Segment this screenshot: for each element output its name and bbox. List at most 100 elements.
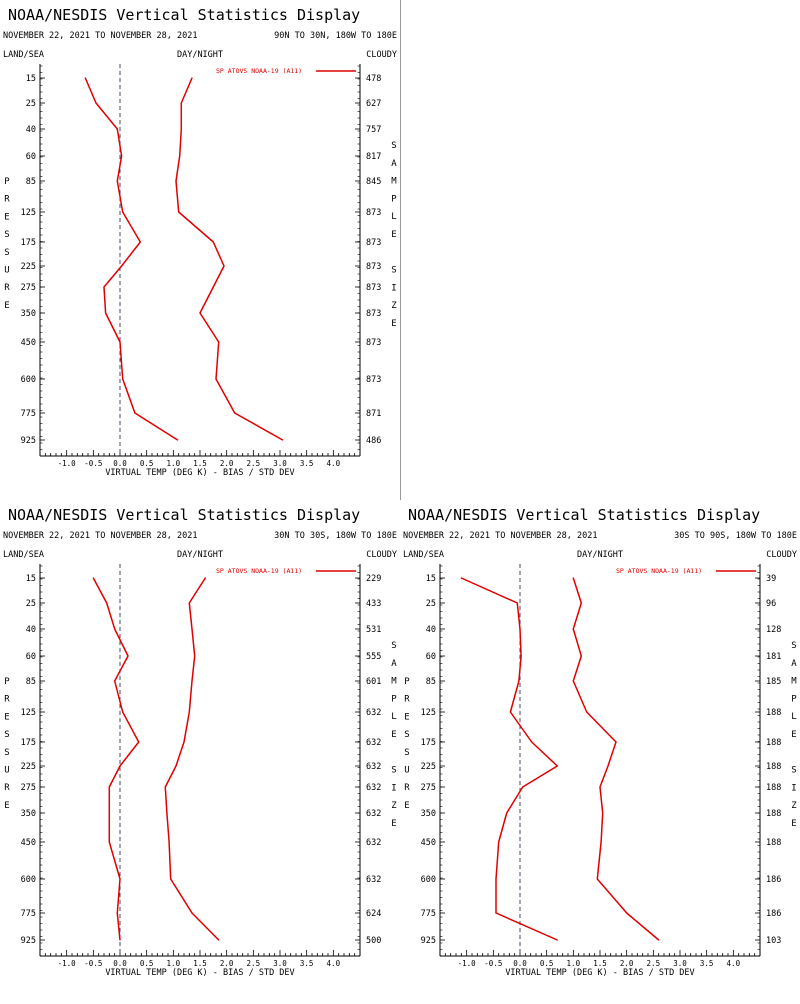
sample-size-label: 229	[366, 574, 381, 584]
y2-axis-label-letter: Z	[391, 301, 397, 311]
sample-size-label: 186	[766, 909, 781, 919]
pressure-tick-label: 275	[21, 283, 36, 293]
y2-axis-label-letter: E	[391, 819, 396, 829]
y-axis-label-letter: S	[4, 730, 9, 740]
x-tick-label: 0.5	[140, 459, 154, 468]
pressure-tick-label: 600	[21, 875, 36, 885]
std-dev-point	[188, 711, 190, 713]
std-dev-point	[191, 628, 193, 630]
x-tick-label: 3.0	[273, 459, 287, 468]
date-range: NOVEMBER 22, 2021 TO NOVEMBER 28, 2021	[3, 531, 197, 541]
y2-axis-label-letter: I	[391, 783, 396, 793]
pressure-tick-label: 350	[21, 309, 36, 319]
pressure-tick-label: 40	[26, 625, 36, 635]
std-dev-point	[191, 680, 193, 682]
y-axis-label-letter: E	[4, 712, 9, 722]
y2-axis-label-letter: S	[391, 641, 396, 651]
y2-axis-label-letter: P	[391, 194, 397, 204]
land-sea-label: LAND/SEA	[3, 50, 44, 60]
x-tick-label: 3.0	[673, 959, 687, 968]
std-dev-point	[218, 341, 220, 343]
y2-axis-label-letter: A	[791, 659, 797, 669]
y-axis-label-letter: P	[4, 677, 10, 687]
std-dev-point	[572, 628, 574, 630]
bias-point	[103, 286, 105, 288]
x-tick-label: 1.0	[167, 459, 181, 468]
std-dev-point	[175, 765, 177, 767]
pressure-tick-label: 350	[421, 809, 436, 819]
y2-axis-label-letter: M	[791, 677, 797, 687]
std-dev-point	[282, 439, 284, 441]
pressure-tick-label: 275	[21, 783, 36, 793]
sample-size-label: 531	[366, 625, 381, 635]
std-dev-point	[580, 602, 582, 604]
date-range: NOVEMBER 22, 2021 TO NOVEMBER 28, 2021	[403, 531, 597, 541]
std-dev-point	[580, 655, 582, 657]
x-tick-label: 1.0	[567, 959, 581, 968]
x-tick-label: 3.5	[700, 959, 714, 968]
y-axis-label-letter: P	[404, 677, 410, 687]
y2-axis-label-letter: E	[791, 730, 796, 740]
pressure-tick-label: 450	[21, 838, 36, 848]
bias-point	[556, 765, 558, 767]
y-axis-label-letter: R	[4, 283, 10, 293]
std-dev-point	[204, 577, 206, 579]
x-tick-label: 0.0	[113, 959, 127, 968]
pressure-tick-label: 85	[426, 677, 436, 687]
sample-size-label: 845	[366, 177, 381, 187]
x-tick-label: 4.0	[327, 459, 341, 468]
legend-label: SP ATOVS NOAA-19 (A11)	[216, 567, 302, 575]
pressure-tick-label: 225	[421, 762, 436, 772]
pressure-tick-label: 85	[26, 677, 36, 687]
x-tick-label: 2.0	[220, 459, 234, 468]
y2-axis-label-letter: L	[391, 712, 396, 722]
std-dev-point	[194, 655, 196, 657]
pressure-tick-label: 275	[421, 783, 436, 793]
chart-title: NOAA/NESDIS Vertical Statistics Display	[408, 506, 760, 524]
x-tick-label: 3.0	[273, 959, 287, 968]
std-dev-point	[168, 841, 170, 843]
pressure-tick-label: 40	[426, 625, 436, 635]
std-dev-point	[658, 939, 660, 941]
pressure-tick-label: 600	[21, 375, 36, 385]
std-dev-point	[223, 265, 225, 267]
y-axis-label-letter: S	[4, 748, 9, 758]
bias-series-line	[92, 577, 140, 941]
x-tick-label: 1.0	[167, 959, 181, 968]
x-tick-label: 2.5	[247, 959, 261, 968]
y2-axis-label-letter: E	[791, 819, 796, 829]
y-axis-label-letter: E	[4, 212, 9, 222]
std-dev-point	[179, 155, 181, 157]
sample-size-label: 188	[766, 708, 781, 718]
pressure-tick-label: 925	[21, 436, 36, 446]
date-range: NOVEMBER 22, 2021 TO NOVEMBER 28, 2021	[3, 31, 197, 41]
bias-point	[116, 128, 118, 130]
std-dev-point	[600, 841, 602, 843]
sample-size-label: 500	[366, 936, 381, 946]
sample-size-label: 873	[366, 208, 381, 218]
x-tick-label: 0.0	[513, 959, 527, 968]
cloudy-label: CLOUDY	[366, 50, 397, 60]
bias-point	[105, 312, 107, 314]
x-tick-label: 2.5	[647, 959, 661, 968]
chart-panel-tropics: NOAA/NESDIS Vertical Statistics Display N…	[0, 500, 400, 1000]
y2-axis-label-letter: S	[391, 266, 396, 276]
y2-axis-label-letter: A	[391, 659, 397, 669]
x-tick-label: -1.0	[58, 459, 77, 468]
sample-size-label: 486	[366, 436, 381, 446]
land-sea-label: LAND/SEA	[403, 550, 444, 560]
sample-size-label: 188	[766, 738, 781, 748]
chart-panel-south: NOAA/NESDIS Vertical Statistics Display N…	[400, 500, 800, 1000]
y-axis-label-letter: U	[4, 266, 9, 276]
sample-size-label: 632	[366, 838, 381, 848]
bias-point	[95, 102, 97, 104]
sample-size-label: 103	[766, 936, 781, 946]
pressure-tick-label: 125	[421, 708, 436, 718]
bias-point	[114, 628, 116, 630]
x-tick-label: 1.5	[193, 459, 207, 468]
bias-point	[119, 341, 121, 343]
pressure-tick-label: 175	[21, 238, 36, 248]
sample-size-label: 873	[366, 338, 381, 348]
day-night-label: DAY/NIGHT	[577, 550, 623, 560]
y-axis-label-letter: E	[404, 801, 409, 811]
